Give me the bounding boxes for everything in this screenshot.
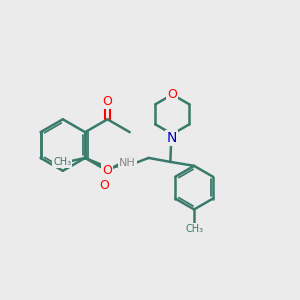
Text: CH₃: CH₃ bbox=[185, 224, 203, 234]
Text: O: O bbox=[103, 95, 112, 108]
Text: O: O bbox=[99, 179, 109, 192]
Text: O: O bbox=[167, 88, 177, 101]
Text: NH: NH bbox=[119, 158, 136, 168]
Text: N: N bbox=[166, 131, 176, 145]
Text: O: O bbox=[103, 164, 112, 177]
Text: CH₃: CH₃ bbox=[53, 157, 71, 167]
